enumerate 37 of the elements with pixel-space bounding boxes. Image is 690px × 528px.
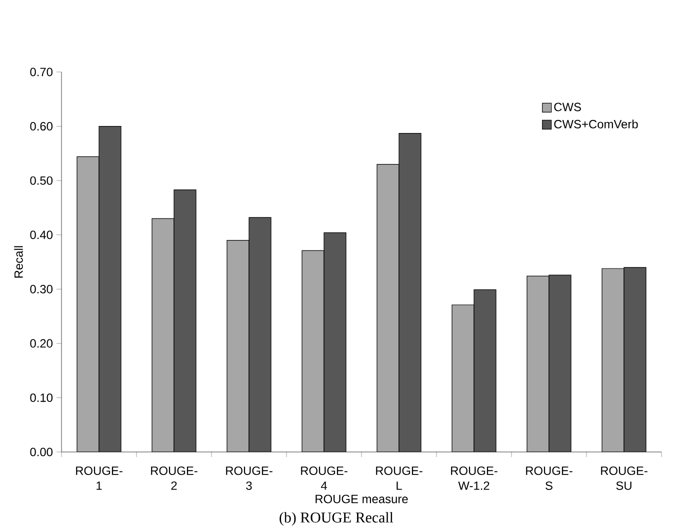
bar <box>77 156 100 452</box>
bar <box>452 304 474 452</box>
bar <box>152 218 174 452</box>
x-tick-label: ROUGE-3 <box>226 466 272 490</box>
text: (b) ROUGE Recall <box>280 512 394 526</box>
bar <box>377 164 400 452</box>
y-axis-title: Recall <box>14 246 23 278</box>
legend-label: CWS <box>554 102 581 112</box>
y-tick-label: 0.50 <box>30 176 53 185</box>
bar <box>302 250 324 452</box>
bar <box>474 290 496 452</box>
x-axis-title: ROUGE measure <box>316 494 408 504</box>
y-tick-label: 0.30 <box>30 284 53 294</box>
x-tick-label: ROUGE-4 <box>301 466 348 490</box>
y-tick-label: 0.40 <box>30 230 53 240</box>
x-tick-label: ROUGE-1 <box>76 466 122 490</box>
bar <box>399 133 422 452</box>
bar <box>624 267 646 452</box>
bar <box>99 126 122 452</box>
x-tick-label: ROUGE-2 <box>151 466 198 490</box>
y-tick-label: 0.60 <box>30 122 53 130</box>
bar <box>227 240 250 452</box>
bar <box>324 232 346 452</box>
bar <box>527 276 550 452</box>
y-tick-label: 0.00 <box>30 448 53 456</box>
x-tick-label: ROUGE-SU <box>601 466 648 490</box>
legend-label: CWS+ComVerb <box>554 120 638 128</box>
y-tick-label: 0.10 <box>30 393 53 402</box>
bar <box>249 217 272 452</box>
bar <box>174 190 196 452</box>
x-tick-label: ROUGE-S <box>526 466 572 490</box>
x-tick-label: ROUGE-W-1.2 <box>451 466 498 490</box>
bar <box>549 275 572 452</box>
y-tick-label: 0.70 <box>30 68 53 76</box>
bar <box>602 268 624 452</box>
y-tick-label: 0.20 <box>30 339 53 348</box>
x-tick-label: ROUGE-L <box>376 466 422 490</box>
